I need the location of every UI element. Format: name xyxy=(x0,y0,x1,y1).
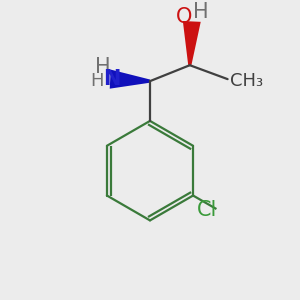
Text: H: H xyxy=(91,72,104,90)
Text: CH₃: CH₃ xyxy=(230,72,263,90)
Text: H: H xyxy=(193,2,208,22)
Text: Cl: Cl xyxy=(197,200,218,220)
Text: H: H xyxy=(95,57,111,77)
Text: O: O xyxy=(176,8,192,27)
Polygon shape xyxy=(110,70,150,89)
Polygon shape xyxy=(183,21,201,65)
Text: N: N xyxy=(103,69,121,89)
